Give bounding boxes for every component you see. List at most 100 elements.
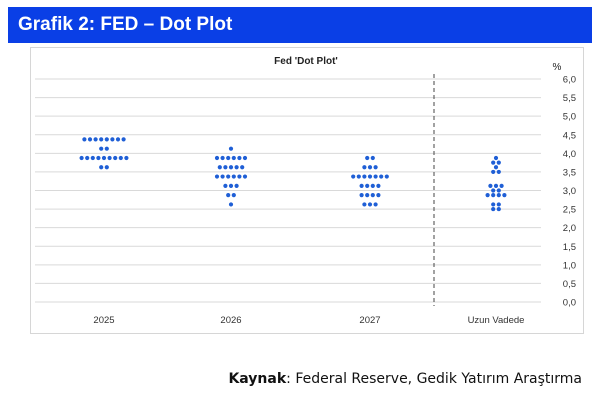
- dot-point: [362, 165, 367, 170]
- dot-point: [373, 202, 378, 207]
- dot-point: [237, 174, 242, 179]
- dot-point: [217, 165, 222, 170]
- dot-point: [93, 137, 98, 142]
- dot-point: [496, 193, 501, 198]
- dot-point: [223, 165, 228, 170]
- dot-point: [85, 155, 90, 161]
- y-tick-label: 0,0: [563, 298, 576, 309]
- dot-point: [228, 146, 234, 151]
- dot-point: [214, 174, 220, 179]
- dot-point: [491, 188, 496, 193]
- dot-point: [228, 165, 234, 170]
- dot-point: [226, 174, 231, 179]
- dot-point: [121, 137, 126, 142]
- dot-point: [496, 169, 501, 175]
- chart-canvas: Fed 'Dot Plot' % 0,0 0,5 1,0 1,5 2,0 2,5 3,0 3,…: [35, 56, 576, 326]
- y-tick-label: 0,5: [563, 279, 576, 290]
- dot-point: [491, 202, 496, 207]
- dot-point: [99, 146, 104, 151]
- y-tick-label: 5,5: [563, 93, 576, 104]
- dot-point: [359, 193, 364, 198]
- x-category-label: 2027: [359, 315, 380, 326]
- dot-point: [90, 155, 95, 161]
- dot-point: [359, 183, 364, 188]
- dot-plot-chart: Fed 'Dot Plot' % 0,0 0,5 1,0 1,5 2,0 2,5 3,0 3,…: [30, 47, 584, 334]
- dot-point: [491, 169, 496, 175]
- figure-title: Grafik 2: FED – Dot Plot: [18, 14, 233, 35]
- dot-point: [493, 155, 499, 161]
- dot-point: [234, 165, 239, 170]
- dot-point: [79, 155, 84, 161]
- figure-title-banner: Grafik 2: FED – Dot Plot: [8, 7, 592, 43]
- dot-point: [370, 155, 375, 161]
- chart-title: Fed 'Dot Plot': [274, 56, 338, 67]
- dot-point: [110, 137, 115, 142]
- y-tick-label: 4,5: [563, 130, 576, 141]
- dot-point: [373, 165, 378, 170]
- dot-point: [237, 155, 242, 161]
- dot-point: [99, 165, 104, 170]
- dot-point: [104, 165, 109, 170]
- dot-point: [491, 160, 496, 165]
- dot-point: [370, 193, 375, 198]
- dot-point: [499, 183, 504, 188]
- x-category-label: 2026: [220, 315, 241, 326]
- dot-point: [370, 183, 375, 188]
- dot-point: [496, 206, 501, 212]
- x-category-label: Uzun Vadede: [468, 315, 525, 326]
- dot-point: [240, 165, 245, 170]
- dot-point: [485, 193, 490, 198]
- dot-point: [87, 137, 93, 142]
- dot-point: [223, 183, 228, 188]
- dot-point: [373, 174, 378, 179]
- source-separator: :: [286, 371, 296, 387]
- dot-point: [496, 202, 501, 207]
- dot-point: [96, 155, 101, 161]
- dot-point: [231, 155, 236, 161]
- dot-point: [242, 174, 248, 179]
- dot-point: [502, 193, 507, 198]
- dot-point: [113, 155, 118, 161]
- dot-point: [231, 193, 236, 198]
- dot-point: [214, 155, 220, 161]
- dot-point: [493, 165, 499, 170]
- y-tick-label: 1,0: [563, 260, 576, 271]
- dot-point: [365, 193, 370, 198]
- dot-point: [351, 174, 356, 179]
- dot-point: [228, 202, 234, 207]
- dot-point: [356, 174, 361, 179]
- dot-point: [104, 146, 109, 151]
- x-axis-category-labels: 2025 2026 2027 Uzun Vadede: [93, 315, 524, 326]
- y-tick-label: 3,0: [563, 186, 576, 197]
- dot-point: [107, 155, 112, 161]
- dot-point: [496, 160, 501, 165]
- y-axis-tick-labels: 0,0 0,5 1,0 1,5 2,0 2,5 3,0 3,5 4,0 4,5 5,0 5,5 6,0: [563, 75, 576, 309]
- dot-point: [367, 174, 373, 179]
- dot-point: [220, 155, 225, 161]
- dot-point: [242, 155, 248, 161]
- dot-point: [379, 174, 384, 179]
- dot-point: [384, 174, 389, 179]
- dot-point: [220, 174, 225, 179]
- dot-point: [367, 165, 373, 170]
- dot-point: [226, 155, 231, 161]
- dot-point: [115, 137, 121, 142]
- dot-point: [124, 155, 129, 161]
- dot-point: [491, 193, 496, 198]
- dot-point: [101, 155, 107, 161]
- dot-point: [488, 183, 493, 188]
- dot-point: [376, 193, 381, 198]
- dot-point: [493, 183, 499, 188]
- source-note: Kaynak: Federal Reserve, Gedik Yatırım A…: [228, 371, 582, 387]
- dot-point: [234, 183, 239, 188]
- y-tick-label: 2,0: [563, 223, 576, 234]
- grid-lines: [35, 78, 541, 303]
- dot-point: [104, 137, 109, 142]
- dot-point: [365, 155, 370, 161]
- y-axis-unit-label: %: [553, 62, 562, 73]
- y-tick-label: 6,0: [563, 75, 576, 86]
- dot-point: [226, 193, 231, 198]
- dot-point: [496, 188, 501, 193]
- dot-point: [362, 174, 367, 179]
- y-tick-label: 1,5: [563, 242, 576, 253]
